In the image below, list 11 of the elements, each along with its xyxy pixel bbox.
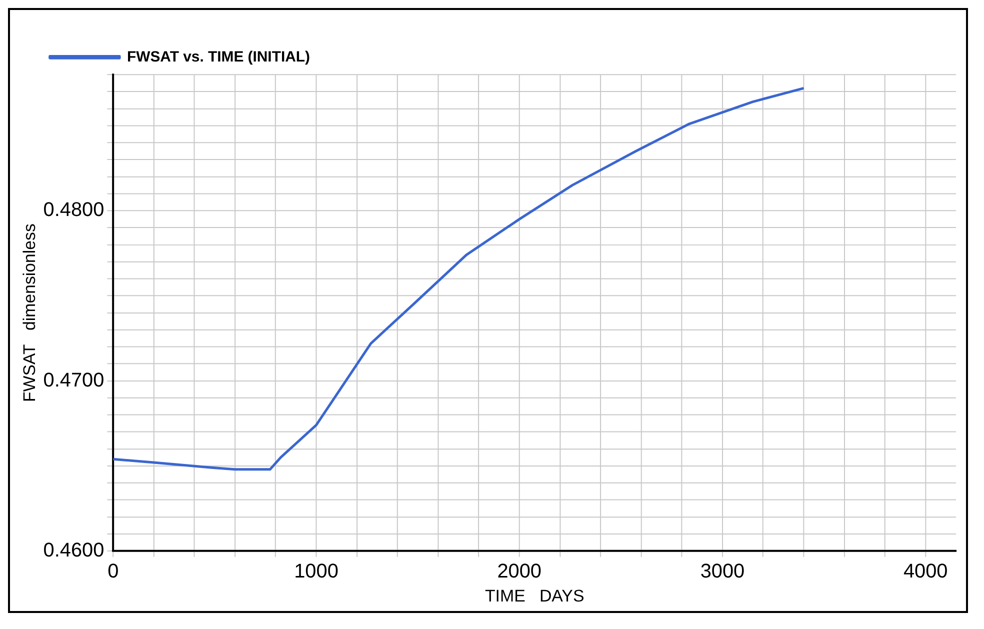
x-tick-label: 2000 — [497, 560, 542, 582]
y-tick-label: 0.4800 — [43, 199, 104, 222]
x-tick-label: 1000 — [294, 560, 338, 582]
legend-label: FWSAT vs. TIME (INITIAL) — [127, 49, 310, 66]
y-tick-label: 0.4700 — [43, 369, 104, 392]
y-axis-title: FWSAT dimensionless — [20, 224, 39, 402]
x-tick-label: 0 — [108, 560, 119, 582]
x-axis-title: TIME DAYS — [484, 586, 584, 606]
y-tick-label: 0.4600 — [43, 540, 104, 562]
x-tick-label: 3000 — [700, 560, 745, 582]
x-tick-label: 4000 — [903, 560, 948, 582]
